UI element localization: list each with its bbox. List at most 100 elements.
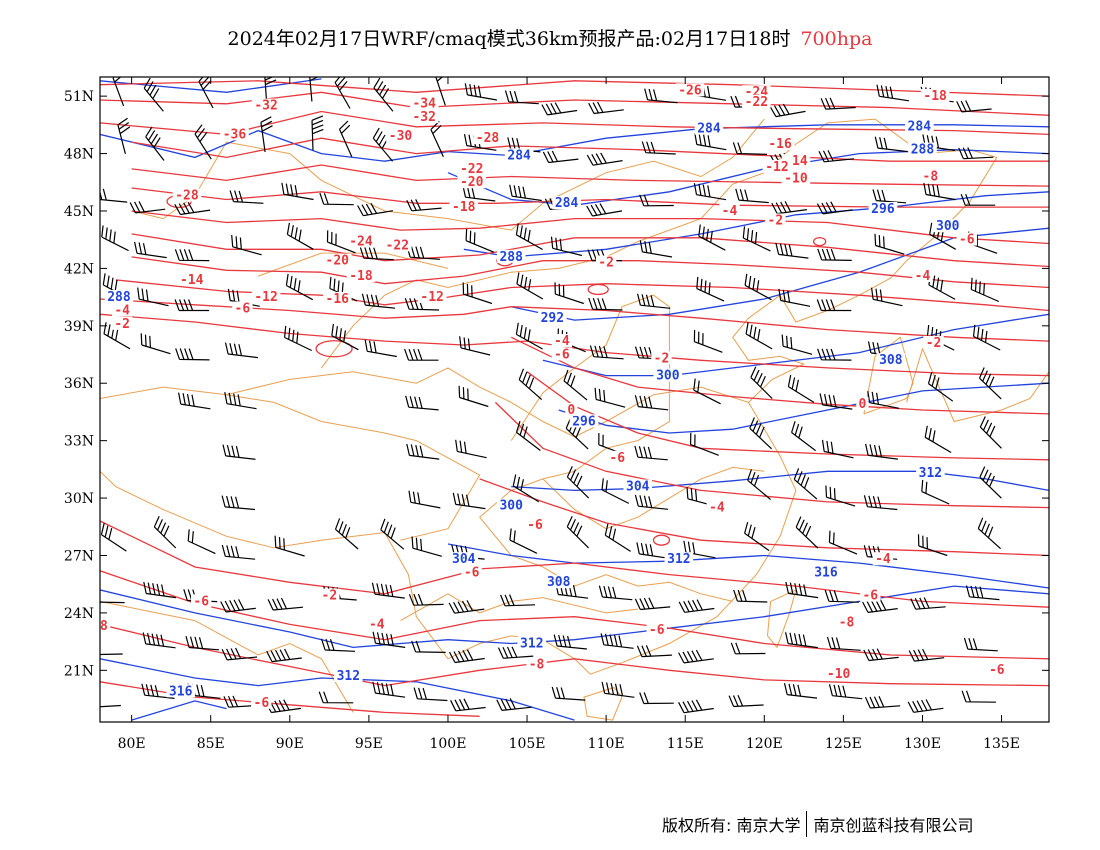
temperature-label-bg bbox=[457, 175, 486, 189]
temperature-label-bg bbox=[565, 402, 578, 416]
temperature-label-bg bbox=[872, 552, 894, 566]
wind-barb bbox=[819, 393, 853, 410]
temperature-isotherm bbox=[100, 80, 1049, 97]
title-text: 2024年02月17日WRF/cmaq模式36km预报产品:02月17日18时 bbox=[227, 28, 791, 50]
wind-barb bbox=[334, 77, 351, 109]
lat-tick-label: 45N bbox=[64, 204, 94, 220]
wind-barb bbox=[977, 517, 1002, 550]
height-label-bg bbox=[334, 668, 363, 682]
temperature-label: -16 bbox=[768, 137, 792, 152]
lat-tick-label: 33N bbox=[64, 434, 94, 450]
temperature-label-bg bbox=[220, 127, 249, 141]
wind-barb bbox=[910, 597, 946, 610]
boundary-line bbox=[906, 347, 1049, 423]
wind-barb bbox=[267, 597, 304, 611]
wind-barb bbox=[408, 593, 444, 606]
wind-barb bbox=[696, 276, 725, 302]
wind-barb bbox=[683, 540, 716, 559]
temperature-label: -6 bbox=[862, 589, 878, 604]
height-label: 312 bbox=[520, 636, 543, 651]
temperature-label: -12 bbox=[420, 290, 443, 305]
wind-barb bbox=[187, 529, 216, 555]
wind-barb bbox=[264, 77, 277, 102]
temperature-isotherm bbox=[131, 233, 1049, 268]
wind-barb bbox=[512, 474, 540, 503]
wind-barb bbox=[281, 182, 314, 201]
temperature-label-bg bbox=[417, 290, 447, 304]
wind-barb bbox=[320, 638, 356, 652]
wind-barb bbox=[604, 523, 631, 552]
height-label: 312 bbox=[337, 669, 360, 684]
wind-barb bbox=[174, 202, 211, 216]
temperature-isotherm bbox=[494, 401, 1049, 509]
wind-barb bbox=[541, 102, 578, 116]
lon-tick-label: 110E bbox=[588, 736, 625, 752]
temperature-label-bg bbox=[322, 253, 352, 267]
pressure-level: 700hpa bbox=[800, 28, 873, 50]
wind-barb bbox=[634, 494, 669, 510]
temperature-label-bg bbox=[986, 663, 1008, 677]
wind-barb bbox=[404, 298, 440, 311]
wind-barb bbox=[863, 648, 899, 662]
wind-barb bbox=[589, 345, 624, 360]
wind-barb bbox=[361, 293, 396, 309]
wind-barb bbox=[820, 97, 856, 110]
height-label-bg bbox=[552, 196, 581, 210]
temperature-label: -28 bbox=[476, 131, 500, 146]
wind-barb bbox=[142, 632, 176, 649]
height-label-bg bbox=[517, 636, 547, 650]
lat-tick-label: 27N bbox=[64, 548, 94, 564]
lon-tick-label: 120E bbox=[746, 736, 783, 752]
temperature-label: 0 bbox=[858, 397, 866, 412]
temperature-label: -2 bbox=[114, 317, 130, 332]
wind-barb bbox=[750, 366, 773, 400]
geopotential-isoline bbox=[511, 470, 1049, 492]
wind-barb bbox=[793, 468, 818, 500]
geopotential-isoline bbox=[463, 191, 1049, 258]
wind-barb bbox=[500, 594, 536, 607]
wind-barb bbox=[100, 704, 121, 708]
temperature-label-bg bbox=[742, 94, 771, 108]
temperature-isotherm bbox=[100, 91, 1049, 116]
temperature-label: -6 bbox=[527, 518, 543, 533]
wind-barb bbox=[222, 444, 256, 460]
wind-barb bbox=[229, 190, 264, 204]
temperature-label: -4 bbox=[915, 269, 931, 284]
boundary-line bbox=[258, 252, 449, 277]
wind-barb bbox=[693, 378, 721, 405]
temperature-label-bg bbox=[595, 255, 617, 269]
geopotential-isoline bbox=[447, 149, 1049, 206]
wind-barb bbox=[818, 150, 855, 163]
wind-barb bbox=[100, 523, 127, 552]
lon-tick-label: 80E bbox=[118, 736, 146, 752]
height-label: 308 bbox=[879, 353, 903, 368]
wind-barb bbox=[728, 694, 764, 708]
geopotential-isoline bbox=[131, 700, 227, 721]
wind-barb bbox=[636, 645, 672, 658]
height-label: 296 bbox=[572, 414, 596, 429]
wind-barb bbox=[458, 385, 489, 408]
temperature-label: -4 bbox=[722, 204, 738, 219]
temperature-label: -6 bbox=[464, 566, 480, 581]
wind-barb bbox=[825, 485, 856, 507]
lat-tick-label: 51N bbox=[64, 89, 94, 105]
temperature-label-bg bbox=[526, 657, 547, 671]
lon-tick-label: 100E bbox=[429, 736, 466, 752]
boundary-line bbox=[400, 593, 638, 622]
wind-barb bbox=[284, 325, 312, 352]
temperature-label-bg bbox=[191, 594, 212, 608]
wind-barb bbox=[516, 272, 544, 300]
temperature-label: -4 bbox=[369, 617, 385, 632]
temperature-label-bg bbox=[920, 89, 950, 103]
temperature-label-bg bbox=[346, 234, 376, 248]
height-label-bg bbox=[544, 575, 573, 589]
temperature-label: -20 bbox=[460, 175, 484, 190]
wind-barb bbox=[588, 101, 624, 115]
boundary-line bbox=[766, 589, 797, 649]
wind-barb bbox=[364, 339, 397, 358]
wind-barb bbox=[311, 115, 324, 151]
temperature-isotherm bbox=[115, 279, 1049, 312]
boundary-line bbox=[479, 516, 733, 602]
temperature-label-bg bbox=[651, 351, 672, 365]
wind-barb bbox=[928, 273, 956, 300]
